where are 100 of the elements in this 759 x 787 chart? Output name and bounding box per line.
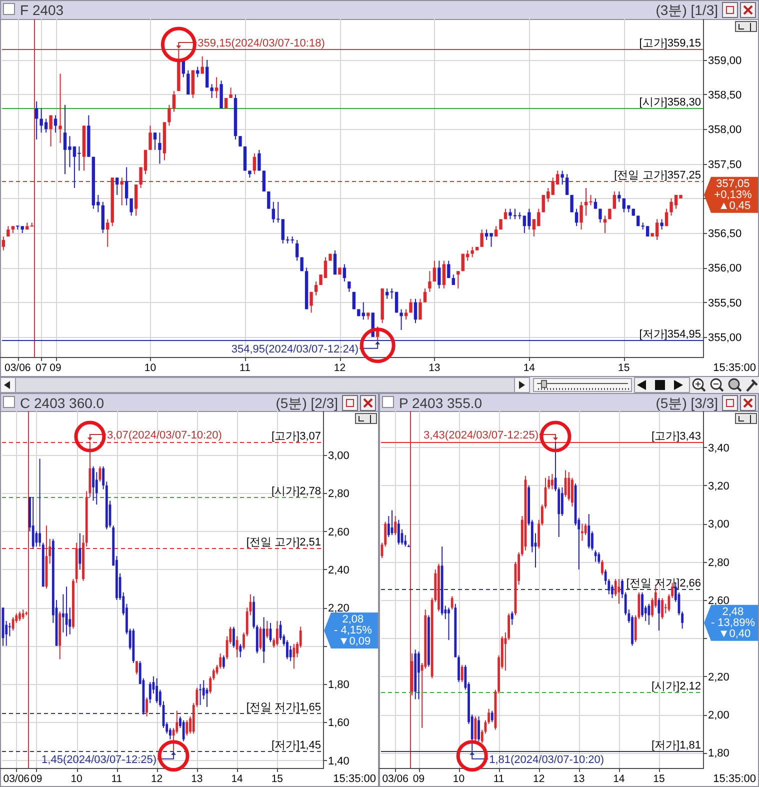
candlestick [601,559,604,576]
candlestick [205,59,209,88]
candlestick [594,198,598,210]
candlestick [452,274,455,286]
candlestick [148,125,152,150]
y-tick-label: 355,00 [708,332,742,344]
x-tick-label: 11 [493,773,504,785]
candlestick [641,592,644,618]
candlestick [295,239,299,262]
ref-line-label: [전일 고가]357,25 [614,170,701,182]
y-tick-label: 1,40 [328,755,350,768]
text: 357,05 +0,13% ▲0,45 [714,178,752,212]
x-tick-label: 07 [35,362,48,374]
ref-line-label: [전일 고가]2,51 [246,536,321,548]
candlestick [153,132,157,150]
candlestick [612,190,616,210]
candlestick [460,664,464,683]
x-tick-label: 15 [653,773,665,785]
y-tick-label: 355,50 [708,297,742,310]
ref-line-label: [저가]1,45 [271,740,321,752]
candlestick [292,643,296,670]
y-tick-label: 357,50 [708,158,742,171]
text: 2,08 - 4,15% ▼0,09 [334,614,372,648]
candlestick [588,514,590,549]
x-tick-label: 12 [334,362,346,374]
candlestick [236,636,238,658]
candlestick [289,645,292,662]
candlestick [222,654,225,670]
candlestick [448,607,450,641]
y-tick-label: 3,40 [708,442,730,454]
x-axis-title: 15:35:00 [713,362,756,374]
candlestick [158,132,162,164]
ref-line-label: [전일 저가]2,66 [626,578,701,590]
candlestick [397,519,400,546]
annotation: 3,07(2024/03/07-10:20) [106,430,222,442]
candlestick [603,215,607,234]
chart-subtitle: (5분) [2/3] [276,395,338,411]
candlestick [106,218,110,248]
ref-line-label: [고가]359,15 [639,38,701,50]
y-tick-label: 2,60 [708,595,730,607]
x-tick-label: 12 [532,773,545,785]
ref-line-label: [시가]2,78 [271,486,321,498]
candlestick [8,622,11,637]
annotation: 1,45(2024/03/07-12:25) [42,754,157,766]
candlestick [438,260,441,289]
candlestick [78,532,82,570]
chart-subtitle: (3분) [1/3] [656,2,718,18]
annotation: 3,43(2024/03/07-12:25) [424,430,539,442]
candlestick [18,610,21,622]
ref-line-label: [시가]2,12 [651,680,701,692]
candlestick [423,288,427,303]
candlestick [199,684,202,706]
candlestick [124,166,128,206]
candlestick [580,201,583,230]
candlestick [214,76,218,98]
x-tick-label: 10 [144,362,156,374]
x-tick-label: 09 [412,773,425,785]
y-tick-label: 1,60 [328,717,350,730]
ref-line-label: [시가]358,30 [639,96,701,108]
candlestick [447,260,450,279]
x-tick-label: 13 [573,773,585,785]
y-tick-label: 2,40 [328,564,350,576]
ref-line-label: [고가]3,43 [651,430,701,442]
ref-line-label: [고가]3,07 [271,430,321,442]
candlestick [252,152,256,175]
x-tick-label: 14 [231,773,244,785]
candlestick [32,496,34,549]
x-tick-label: 10 [452,773,465,785]
candlestick [262,170,266,192]
y-tick-label: 2,20 [328,602,350,615]
candlestick [182,720,185,742]
candlestick [6,226,10,237]
x-tick-label: 15 [271,773,284,785]
candlestick [480,229,484,248]
y-tick-label: 358,50 [708,89,742,102]
candlestick [238,136,242,147]
x-tick-label: 12 [150,773,163,785]
candlestick [618,578,620,604]
ref-line-label: [저가]1,81 [651,740,701,752]
candlestick [450,596,454,610]
x-tick-label: 11 [240,362,251,374]
x-tick-label: 13 [428,362,440,374]
candlestick [618,190,621,202]
candlestick [266,620,268,639]
chart-subtitle: (5분) [3/3] [656,395,718,411]
candlestick [49,114,52,147]
candlestick [560,486,564,516]
candlestick [210,84,214,98]
candlestick [490,710,494,723]
candlestick [456,270,460,289]
y-tick-label: 1,80 [328,679,350,691]
annotation: 359,15(2024/03/07-10:18) [198,37,325,50]
y-tick-label: 3,00 [708,518,730,531]
x-tick-label: 03/06 [4,362,31,374]
x-tick-label: 03/06 [3,773,30,785]
candlestick [262,616,266,664]
candlestick [348,281,351,292]
candlestick [648,603,650,626]
candlestick [418,651,420,700]
x-tick-label: 09 [50,362,62,374]
